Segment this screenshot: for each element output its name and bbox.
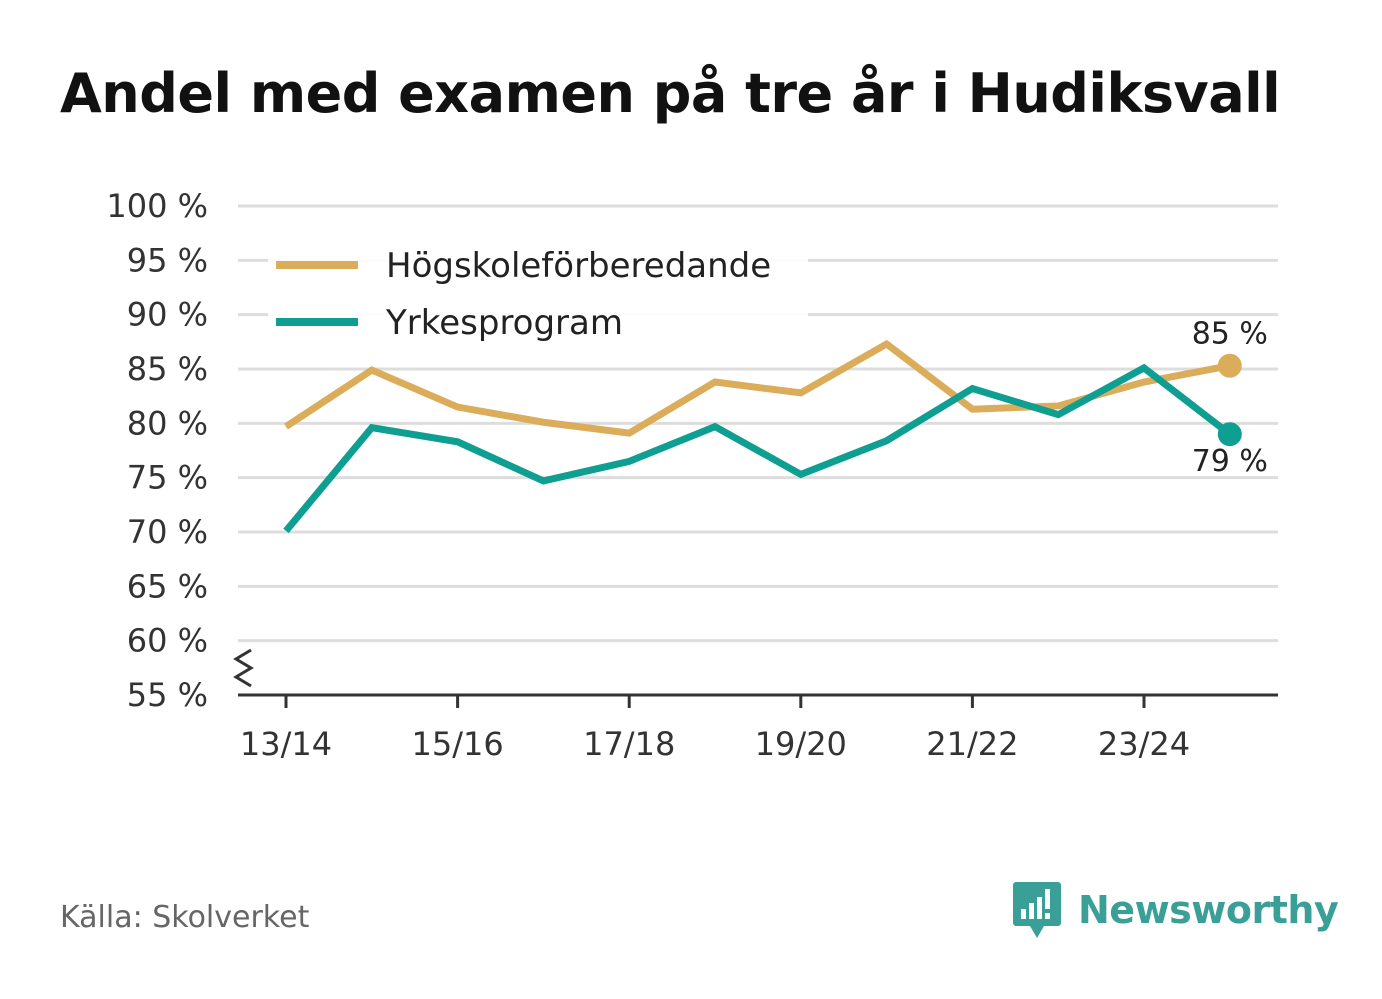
end-labels: 85 % 79 % [1188, 313, 1272, 483]
y-tick-label: 70 % [127, 513, 208, 551]
logo-bar-1 [1021, 909, 1026, 919]
y-tick-label: 65 % [127, 567, 208, 605]
source-note: Källa: Skolverket [60, 900, 310, 935]
y-tick-label: 80 % [127, 404, 208, 442]
axis-break-zigzag [233, 648, 254, 688]
x-tick-label: 15/16 [411, 725, 503, 763]
logo-bar-2 [1029, 903, 1034, 919]
y-tick-label: 85 % [127, 350, 208, 388]
logo-bar-4 [1045, 889, 1050, 909]
series-end-marker-0 [1217, 353, 1242, 378]
x-tick-label: 21/22 [926, 725, 1018, 763]
series-end-marker-1 [1217, 422, 1242, 447]
chart-title: Andel med examen på tre år i Hudiksvall [60, 62, 1281, 125]
x-axis: 13/14 15/16 17/18 19/20 21/22 23/24 [238, 693, 1278, 763]
series-line-0 [284, 339, 1231, 437]
legend: Högskoleförberedande Yrkesprogram [268, 241, 808, 344]
y-tick-label: 90 % [127, 296, 208, 334]
series-layer [283, 339, 1242, 534]
y-axis: 55 % 60 % 65 % 70 % 75 % 80 % 85 % 90 % 95 % 100 … [106, 187, 254, 714]
x-tick-label: 13/14 [240, 725, 332, 763]
x-tick-label: 23/24 [1098, 725, 1190, 763]
y-tick-label: 60 % [127, 622, 208, 660]
legend-label: Yrkesprogram [385, 303, 623, 343]
x-tick-label: 17/18 [583, 725, 675, 763]
y-tick-label: 55 % [127, 676, 208, 714]
bar-chart-speech-bubble-icon [1013, 882, 1061, 938]
brand-name: Newsworthy [1078, 888, 1339, 932]
series-line-1 [283, 363, 1232, 534]
x-tick-label: 19/20 [755, 725, 847, 763]
y-tick-label: 100 % [106, 187, 208, 225]
end-value-label: 79 % [1192, 444, 1268, 479]
y-tick-label: 75 % [127, 459, 208, 497]
legend-label: Högskoleförberedande [386, 246, 771, 286]
end-value-label: 85 % [1192, 317, 1268, 352]
logo-dot [1045, 913, 1050, 919]
y-tick-label: 95 % [127, 241, 208, 279]
brand-logo: Newsworthy [1012, 878, 1339, 942]
logo-bar-3 [1037, 897, 1042, 919]
